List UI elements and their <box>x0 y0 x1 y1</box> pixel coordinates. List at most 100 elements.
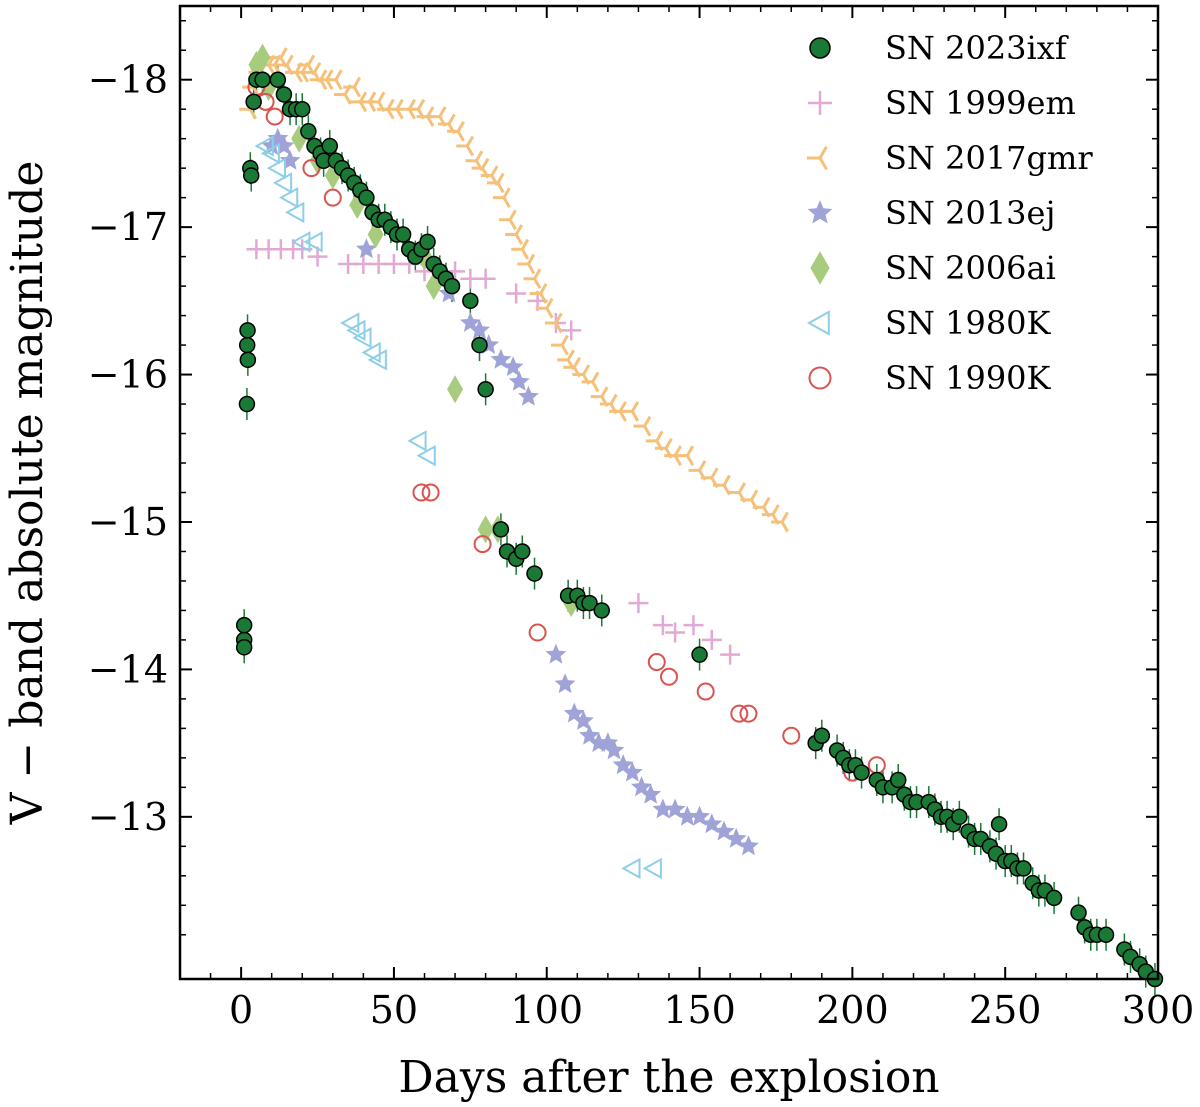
data-point-sn-1999em <box>665 622 686 643</box>
data-point-sn-1980k <box>278 186 299 209</box>
data-point-sn-2017gmr <box>416 106 435 127</box>
data-point-sn-2017gmr <box>529 283 548 304</box>
data-point-sn-1980k <box>367 349 387 371</box>
data-point-sn-1980k <box>340 312 360 334</box>
y-axis-label: V − band absolute magnitude <box>2 161 53 826</box>
data-point-sn-1990k <box>473 535 492 554</box>
data-point-sn-2006ai <box>254 43 271 72</box>
data-point-sn-2023ixf <box>394 226 412 243</box>
data-point-sn-2017gmr <box>535 297 554 319</box>
x-tick-label: 250 <box>969 988 1042 1032</box>
legend-marker <box>808 91 832 115</box>
data-point-sn-2023ixf <box>593 602 611 619</box>
legend-marker <box>807 145 828 171</box>
data-point-sn-1999em <box>561 320 582 341</box>
data-point-sn-2023ixf <box>1045 889 1063 907</box>
data-point-sn-1990k <box>412 483 431 502</box>
data-point-sn-2013ej <box>261 135 283 155</box>
data-point-sn-1980k <box>266 157 286 179</box>
y-tick-label: −17 <box>88 205 168 249</box>
axis-ticks: 0 50 100 150 200 250 300 −18 −17 −16 −15 −14 −13 <box>88 6 1194 1032</box>
data-point-sn-1999em <box>683 615 704 636</box>
data-point-sn-1990k <box>730 704 749 723</box>
data-point-sn-1980k <box>621 857 641 880</box>
series-sn-1990k <box>247 78 886 782</box>
data-point-sn-2006ai <box>447 375 464 404</box>
data-point-sn-1999em <box>720 644 741 665</box>
data-point-sn-1990k <box>696 682 715 701</box>
data-point-sn-2013ej <box>469 319 490 340</box>
data-point-sn-2017gmr <box>343 76 362 98</box>
data-point-sn-2017gmr <box>385 98 404 120</box>
data-point-sn-2023ixf <box>1097 926 1115 944</box>
legend-marker <box>809 37 831 59</box>
data-point-sn-1999em <box>652 615 673 636</box>
legend-label: SN 1999em <box>885 84 1076 122</box>
data-point-sn-2013ej <box>738 835 759 856</box>
data-point-sn-2023ixf <box>235 639 253 656</box>
data-point-sn-1980k <box>254 135 274 157</box>
y-tick-label: −16 <box>88 353 168 397</box>
data-point-sn-2013ej <box>603 739 625 760</box>
x-tick-label: 0 <box>229 988 253 1032</box>
data-point-sn-2023ixf <box>1070 904 1087 921</box>
data-point-sn-2023ixf <box>358 189 375 206</box>
data-point-sn-2023ixf <box>853 764 870 781</box>
data-point-sn-2017gmr <box>324 69 343 91</box>
data-point-sn-2017gmr <box>664 445 682 466</box>
data-point-sn-2023ixf <box>239 351 257 369</box>
data-point-sn-2017gmr <box>349 91 368 113</box>
legend-marker <box>807 200 833 224</box>
data-point-sn-2017gmr <box>523 268 542 290</box>
data-point-sn-2013ej <box>502 356 524 377</box>
data-point-sn-2017gmr <box>713 474 731 496</box>
series-sn-2017gmr <box>239 47 789 533</box>
data-point-sn-1990k <box>782 726 801 745</box>
data-point-sn-2023ixf <box>321 137 339 155</box>
data-point-sn-1999em <box>628 593 649 614</box>
x-tick-label: 300 <box>1122 988 1195 1032</box>
data-point-sn-2023ixf <box>471 336 488 354</box>
x-tick-label: 50 <box>370 988 418 1032</box>
data-point-sn-2013ej <box>725 827 747 848</box>
data-point-sn-2023ixf <box>514 543 531 560</box>
data-point-sn-1990k <box>421 483 440 502</box>
plot-frame <box>178 4 1160 981</box>
data-point-sn-1990k <box>265 107 284 126</box>
y-tick-label: −13 <box>88 795 168 839</box>
legend-label: SN 2017gmr <box>885 139 1093 177</box>
data-point-sn-2017gmr <box>676 445 695 466</box>
legend-label: SN 1990K <box>885 359 1052 397</box>
data-point-sn-2023ixf <box>238 395 256 413</box>
y-tick-label: −15 <box>88 500 168 544</box>
data-point-sn-2023ixf <box>526 565 543 582</box>
data-point-sn-2017gmr <box>633 415 652 437</box>
data-point-sn-2017gmr <box>492 187 511 208</box>
data-point-sn-1999em <box>701 629 722 650</box>
data-point-sn-1999em <box>307 246 328 267</box>
data-point-sn-2017gmr <box>771 511 789 533</box>
data-point-sn-2023ixf <box>419 233 436 251</box>
data-point-sn-1990k <box>302 159 321 178</box>
data-point-sn-2017gmr <box>551 334 569 356</box>
data-point-sn-2017gmr <box>511 238 530 260</box>
data-point-sn-2023ixf <box>951 808 968 826</box>
y-tick-label: −14 <box>88 647 168 691</box>
data-point-sn-2013ej <box>621 761 643 782</box>
data-point-sn-2023ixf <box>239 322 256 339</box>
legend-label: SN 2013ej <box>885 194 1055 232</box>
data-point-sn-2023ixf <box>242 167 260 184</box>
data-point-sn-2013ej <box>573 710 594 730</box>
data-point-sn-1990k <box>739 704 758 723</box>
legend-label: SN 2023ixf <box>885 29 1069 67</box>
data-point-sn-2023ixf <box>269 71 287 88</box>
data-point-sn-2023ixf <box>990 815 1008 833</box>
data-point-sn-2017gmr <box>398 98 417 120</box>
data-point-sn-2017gmr <box>505 224 523 245</box>
x-tick-label: 200 <box>816 988 889 1032</box>
data-point-sn-2023ixf <box>889 771 907 789</box>
data-point-sn-2017gmr <box>544 312 563 334</box>
data-marks <box>235 43 1164 988</box>
data-point-sn-2023ixf <box>691 646 708 663</box>
